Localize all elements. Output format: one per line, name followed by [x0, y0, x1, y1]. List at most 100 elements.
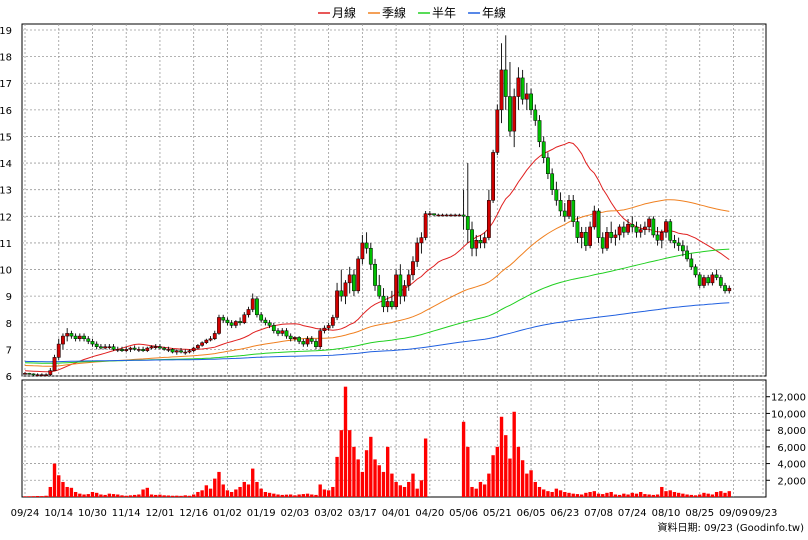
volume-bar — [255, 481, 259, 497]
volume-bar — [461, 421, 466, 497]
candle-body — [432, 213, 436, 216]
candle-body — [61, 335, 65, 345]
candle-body — [200, 342, 205, 346]
candle-body — [427, 213, 432, 215]
volume-bar — [575, 494, 580, 497]
candle-body — [267, 322, 272, 326]
volume-bar — [352, 446, 356, 497]
volume-bar — [238, 486, 242, 497]
candle-body — [520, 77, 525, 100]
volume-bar — [529, 470, 533, 497]
price-plot-frame — [21, 23, 767, 377]
volume-bar — [95, 492, 99, 497]
volume-bar — [187, 495, 192, 497]
volume-bar — [360, 471, 365, 497]
candle-body — [693, 266, 698, 276]
candle-body — [309, 338, 314, 342]
volume-bar — [542, 489, 546, 497]
volume-bar — [622, 493, 626, 497]
volume-bar — [525, 473, 529, 497]
candle-body — [352, 274, 356, 292]
candle-body — [132, 347, 137, 350]
volume-bar — [571, 493, 575, 497]
volume-bar — [474, 488, 478, 497]
volume-bar — [482, 484, 487, 497]
candle-body — [423, 213, 428, 238]
candle-body — [120, 349, 124, 351]
candle-body — [183, 351, 188, 354]
volume-bar — [588, 491, 592, 497]
volume-bar — [280, 494, 284, 497]
volume-bar — [567, 492, 571, 497]
candle-body — [406, 274, 411, 286]
candle-body — [356, 258, 361, 292]
volume-bar — [710, 494, 715, 497]
candle-body — [187, 350, 192, 353]
candle-body — [149, 346, 154, 349]
volume-bar — [149, 494, 154, 497]
candle-body — [368, 247, 373, 265]
candle-body — [364, 242, 369, 249]
volume-bar — [297, 494, 301, 497]
x-tick-label: 07/24 — [618, 508, 647, 519]
price-tick-label: 15 — [0, 132, 12, 143]
legend-label: 年線 — [482, 5, 506, 20]
candle-body — [465, 216, 470, 230]
candle-body — [27, 373, 32, 375]
candle-body — [48, 370, 53, 375]
price-tick-label: 14 — [0, 159, 12, 170]
candle-body — [373, 263, 377, 286]
volume-bar — [605, 492, 609, 497]
volume-bar — [613, 494, 618, 497]
price-tick-label: 8 — [6, 319, 12, 330]
volume-bar — [702, 492, 706, 497]
candle-body — [697, 274, 702, 286]
volume-bar — [27, 496, 31, 497]
x-tick-label: 05/21 — [483, 508, 512, 519]
volume-bar — [111, 494, 116, 497]
candle-body — [583, 232, 588, 246]
candle-body — [35, 374, 40, 376]
volume-bar — [407, 481, 411, 497]
volume-bar — [411, 473, 415, 497]
candle-body — [242, 314, 247, 324]
candle-body — [217, 317, 221, 334]
candle-body — [503, 69, 508, 97]
candle-body — [136, 349, 141, 351]
candle-body — [655, 234, 660, 241]
candle-body — [659, 232, 664, 241]
volume-bar — [554, 488, 559, 497]
volume-bar — [196, 491, 200, 497]
volume-bar — [672, 491, 677, 497]
candle-body — [196, 345, 200, 349]
candle-body — [103, 346, 108, 349]
candle-body — [710, 274, 715, 284]
x-tick-label: 08/25 — [685, 508, 714, 519]
volume-bar — [592, 491, 597, 497]
volume-bar — [61, 481, 65, 497]
volume-bar — [90, 491, 95, 497]
volume-bar — [499, 416, 504, 497]
candle-body — [179, 350, 183, 353]
volume-bar — [685, 494, 689, 497]
volume-bar — [31, 496, 36, 497]
volume-bar — [693, 495, 698, 497]
volume-bar — [491, 455, 495, 497]
candle-body — [444, 214, 449, 217]
volume-bar — [402, 486, 407, 497]
volume-bar — [191, 494, 196, 497]
candle-body — [170, 349, 175, 353]
candle-body — [347, 274, 352, 284]
volume-bar — [390, 473, 394, 497]
candle-body — [233, 321, 238, 326]
candle-body — [575, 221, 580, 238]
candle-body — [23, 373, 27, 375]
candle-body — [212, 333, 217, 339]
volume-bar — [128, 495, 133, 497]
x-tick-label: 10/30 — [78, 508, 107, 519]
candle-body — [411, 261, 415, 276]
candle-body — [478, 240, 483, 244]
volume-bar — [40, 496, 44, 497]
candle-body — [246, 309, 251, 316]
volume-bar — [137, 494, 141, 497]
